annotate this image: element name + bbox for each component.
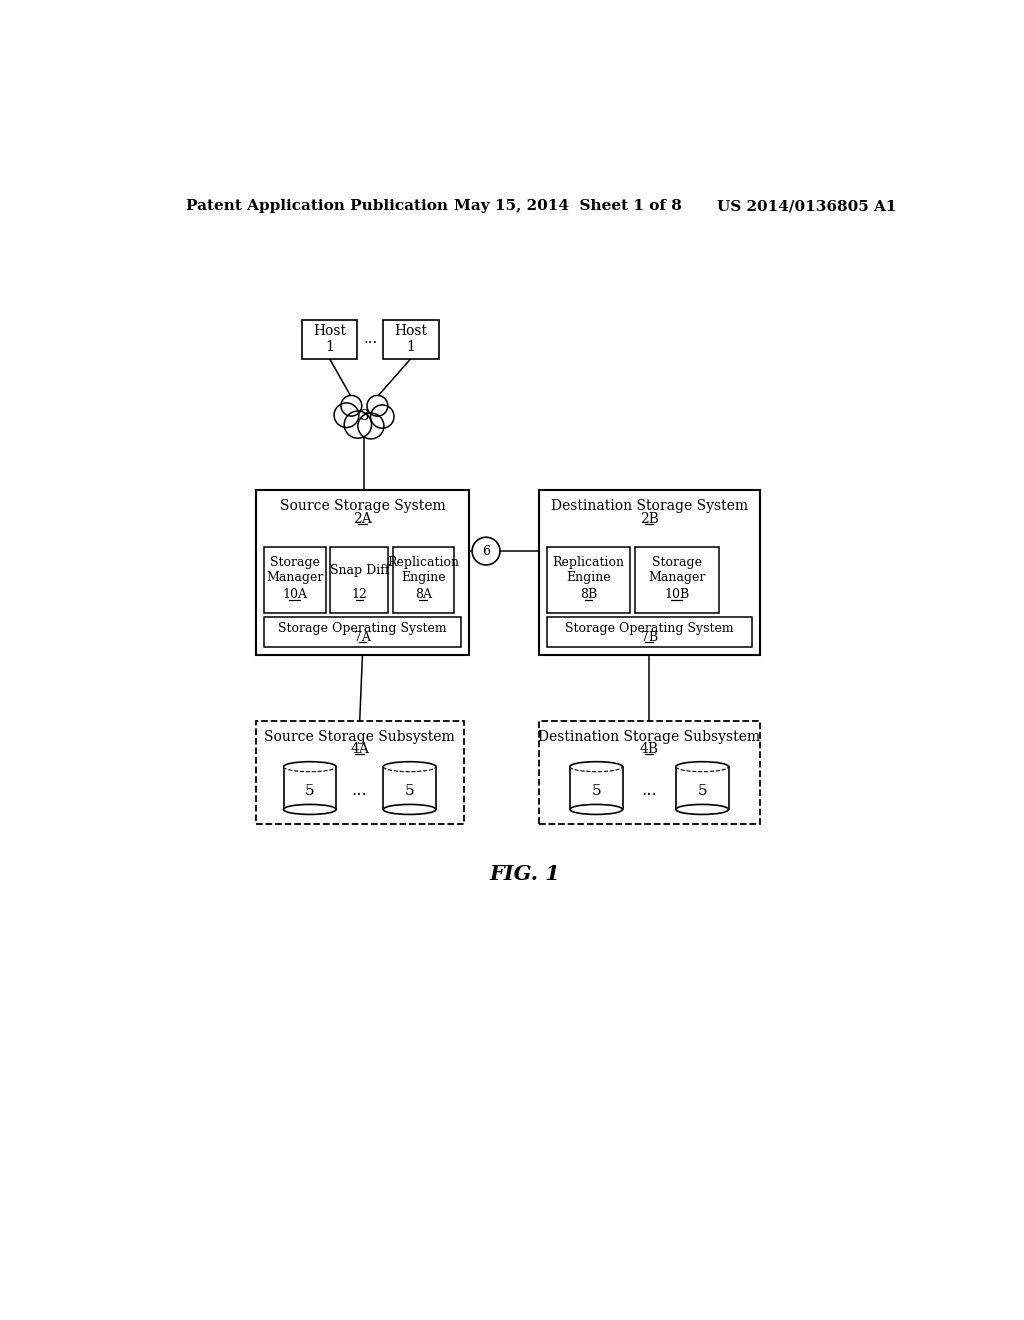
- Ellipse shape: [569, 762, 623, 772]
- Ellipse shape: [569, 804, 623, 814]
- Bar: [539, 721, 760, 825]
- Ellipse shape: [346, 400, 382, 425]
- Text: Replication
Engine: Replication Engine: [552, 556, 625, 585]
- Bar: [284, 767, 336, 809]
- Text: 5: 5: [697, 784, 707, 797]
- Bar: [635, 548, 719, 612]
- Bar: [539, 490, 760, 655]
- Bar: [547, 618, 752, 647]
- Text: Host
1: Host 1: [394, 325, 427, 355]
- Text: 5: 5: [305, 784, 314, 797]
- Ellipse shape: [383, 762, 436, 772]
- Ellipse shape: [383, 804, 436, 814]
- Text: Destination Storage Subsystem: Destination Storage Subsystem: [539, 730, 760, 744]
- Text: US 2014/0136805 A1: US 2014/0136805 A1: [717, 199, 896, 213]
- Bar: [676, 767, 728, 809]
- Circle shape: [472, 537, 500, 565]
- Text: 6: 6: [482, 545, 490, 557]
- Text: 12: 12: [351, 589, 368, 602]
- Text: Storage Operating System: Storage Operating System: [565, 622, 733, 635]
- Circle shape: [341, 396, 361, 416]
- Bar: [256, 490, 469, 655]
- Ellipse shape: [284, 762, 336, 772]
- Circle shape: [344, 411, 372, 438]
- Text: Patent Application Publication: Patent Application Publication: [186, 199, 449, 213]
- Text: 4B: 4B: [640, 742, 658, 756]
- Bar: [393, 548, 454, 612]
- Text: Storage
Manager: Storage Manager: [266, 556, 324, 585]
- Bar: [263, 548, 326, 612]
- Ellipse shape: [676, 804, 728, 814]
- Text: 8A: 8A: [415, 589, 432, 602]
- Bar: [547, 548, 630, 612]
- Bar: [331, 548, 388, 612]
- Text: Destination Storage System: Destination Storage System: [551, 499, 748, 513]
- Circle shape: [334, 403, 358, 428]
- Ellipse shape: [676, 762, 728, 772]
- Text: 2A: 2A: [353, 512, 372, 525]
- Text: ...: ...: [641, 781, 657, 799]
- Circle shape: [367, 396, 388, 416]
- Text: FIG. 1: FIG. 1: [489, 865, 560, 884]
- Bar: [383, 767, 436, 809]
- Text: Storage Operating System: Storage Operating System: [279, 622, 446, 635]
- Text: ...: ...: [352, 781, 368, 799]
- Text: ...: ...: [364, 333, 378, 346]
- Text: 3: 3: [359, 409, 370, 424]
- Text: Source Storage Subsystem: Source Storage Subsystem: [264, 730, 455, 744]
- Text: 2B: 2B: [640, 512, 658, 525]
- Bar: [263, 618, 461, 647]
- Text: Host
1: Host 1: [313, 325, 346, 355]
- Bar: [569, 767, 623, 809]
- Text: 8B: 8B: [580, 589, 597, 602]
- Circle shape: [371, 405, 394, 428]
- Text: 5: 5: [404, 784, 415, 797]
- Text: 7B: 7B: [641, 631, 657, 644]
- Text: 4A: 4A: [350, 742, 370, 756]
- Text: Snap Diff: Snap Diff: [330, 564, 389, 577]
- Circle shape: [357, 413, 384, 440]
- Text: Storage
Manager: Storage Manager: [648, 556, 706, 585]
- Text: Source Storage System: Source Storage System: [280, 499, 445, 513]
- Text: Replication
Engine: Replication Engine: [387, 556, 460, 585]
- Bar: [383, 321, 438, 359]
- Text: 7A: 7A: [354, 631, 371, 644]
- Ellipse shape: [284, 804, 336, 814]
- Text: May 15, 2014  Sheet 1 of 8: May 15, 2014 Sheet 1 of 8: [454, 199, 681, 213]
- Text: 10A: 10A: [283, 589, 307, 602]
- Bar: [302, 321, 357, 359]
- Text: 10B: 10B: [665, 589, 689, 602]
- Text: 5: 5: [592, 784, 601, 797]
- Bar: [256, 721, 464, 825]
